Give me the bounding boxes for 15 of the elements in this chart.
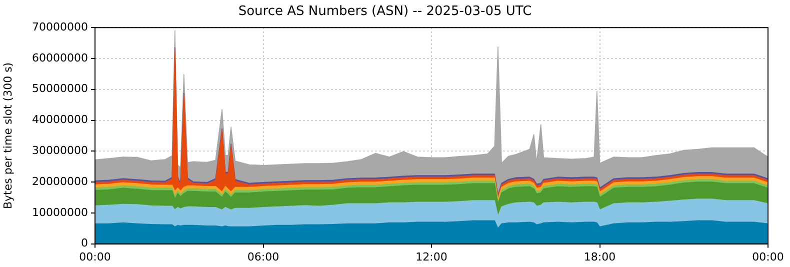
y-tick-label: 20000000 bbox=[32, 174, 88, 188]
y-tick-label: 30000000 bbox=[32, 144, 88, 157]
x-tick-label: 18:00 bbox=[584, 250, 616, 264]
y-tick-label: 60000000 bbox=[32, 51, 88, 64]
x-tick-label: 12:00 bbox=[416, 250, 448, 264]
x-tick-label: 00:00 bbox=[752, 250, 784, 264]
x-tick-label: 00:00 bbox=[79, 250, 111, 264]
x-tick-label: 06:00 bbox=[247, 250, 280, 264]
y-axis-title: Bytes per time slot (300 s) bbox=[1, 62, 14, 210]
y-tick-label: 10000000 bbox=[32, 206, 88, 219]
y-tick-label: 40000000 bbox=[32, 113, 88, 126]
chart-title: Source AS Numbers (ASN) -- 2025-03-05 UTC bbox=[238, 4, 532, 20]
y-tick-label: 50000000 bbox=[32, 82, 88, 96]
y-tick-label: 0 bbox=[81, 236, 88, 250]
y-tick-label: 70000000 bbox=[32, 20, 88, 34]
